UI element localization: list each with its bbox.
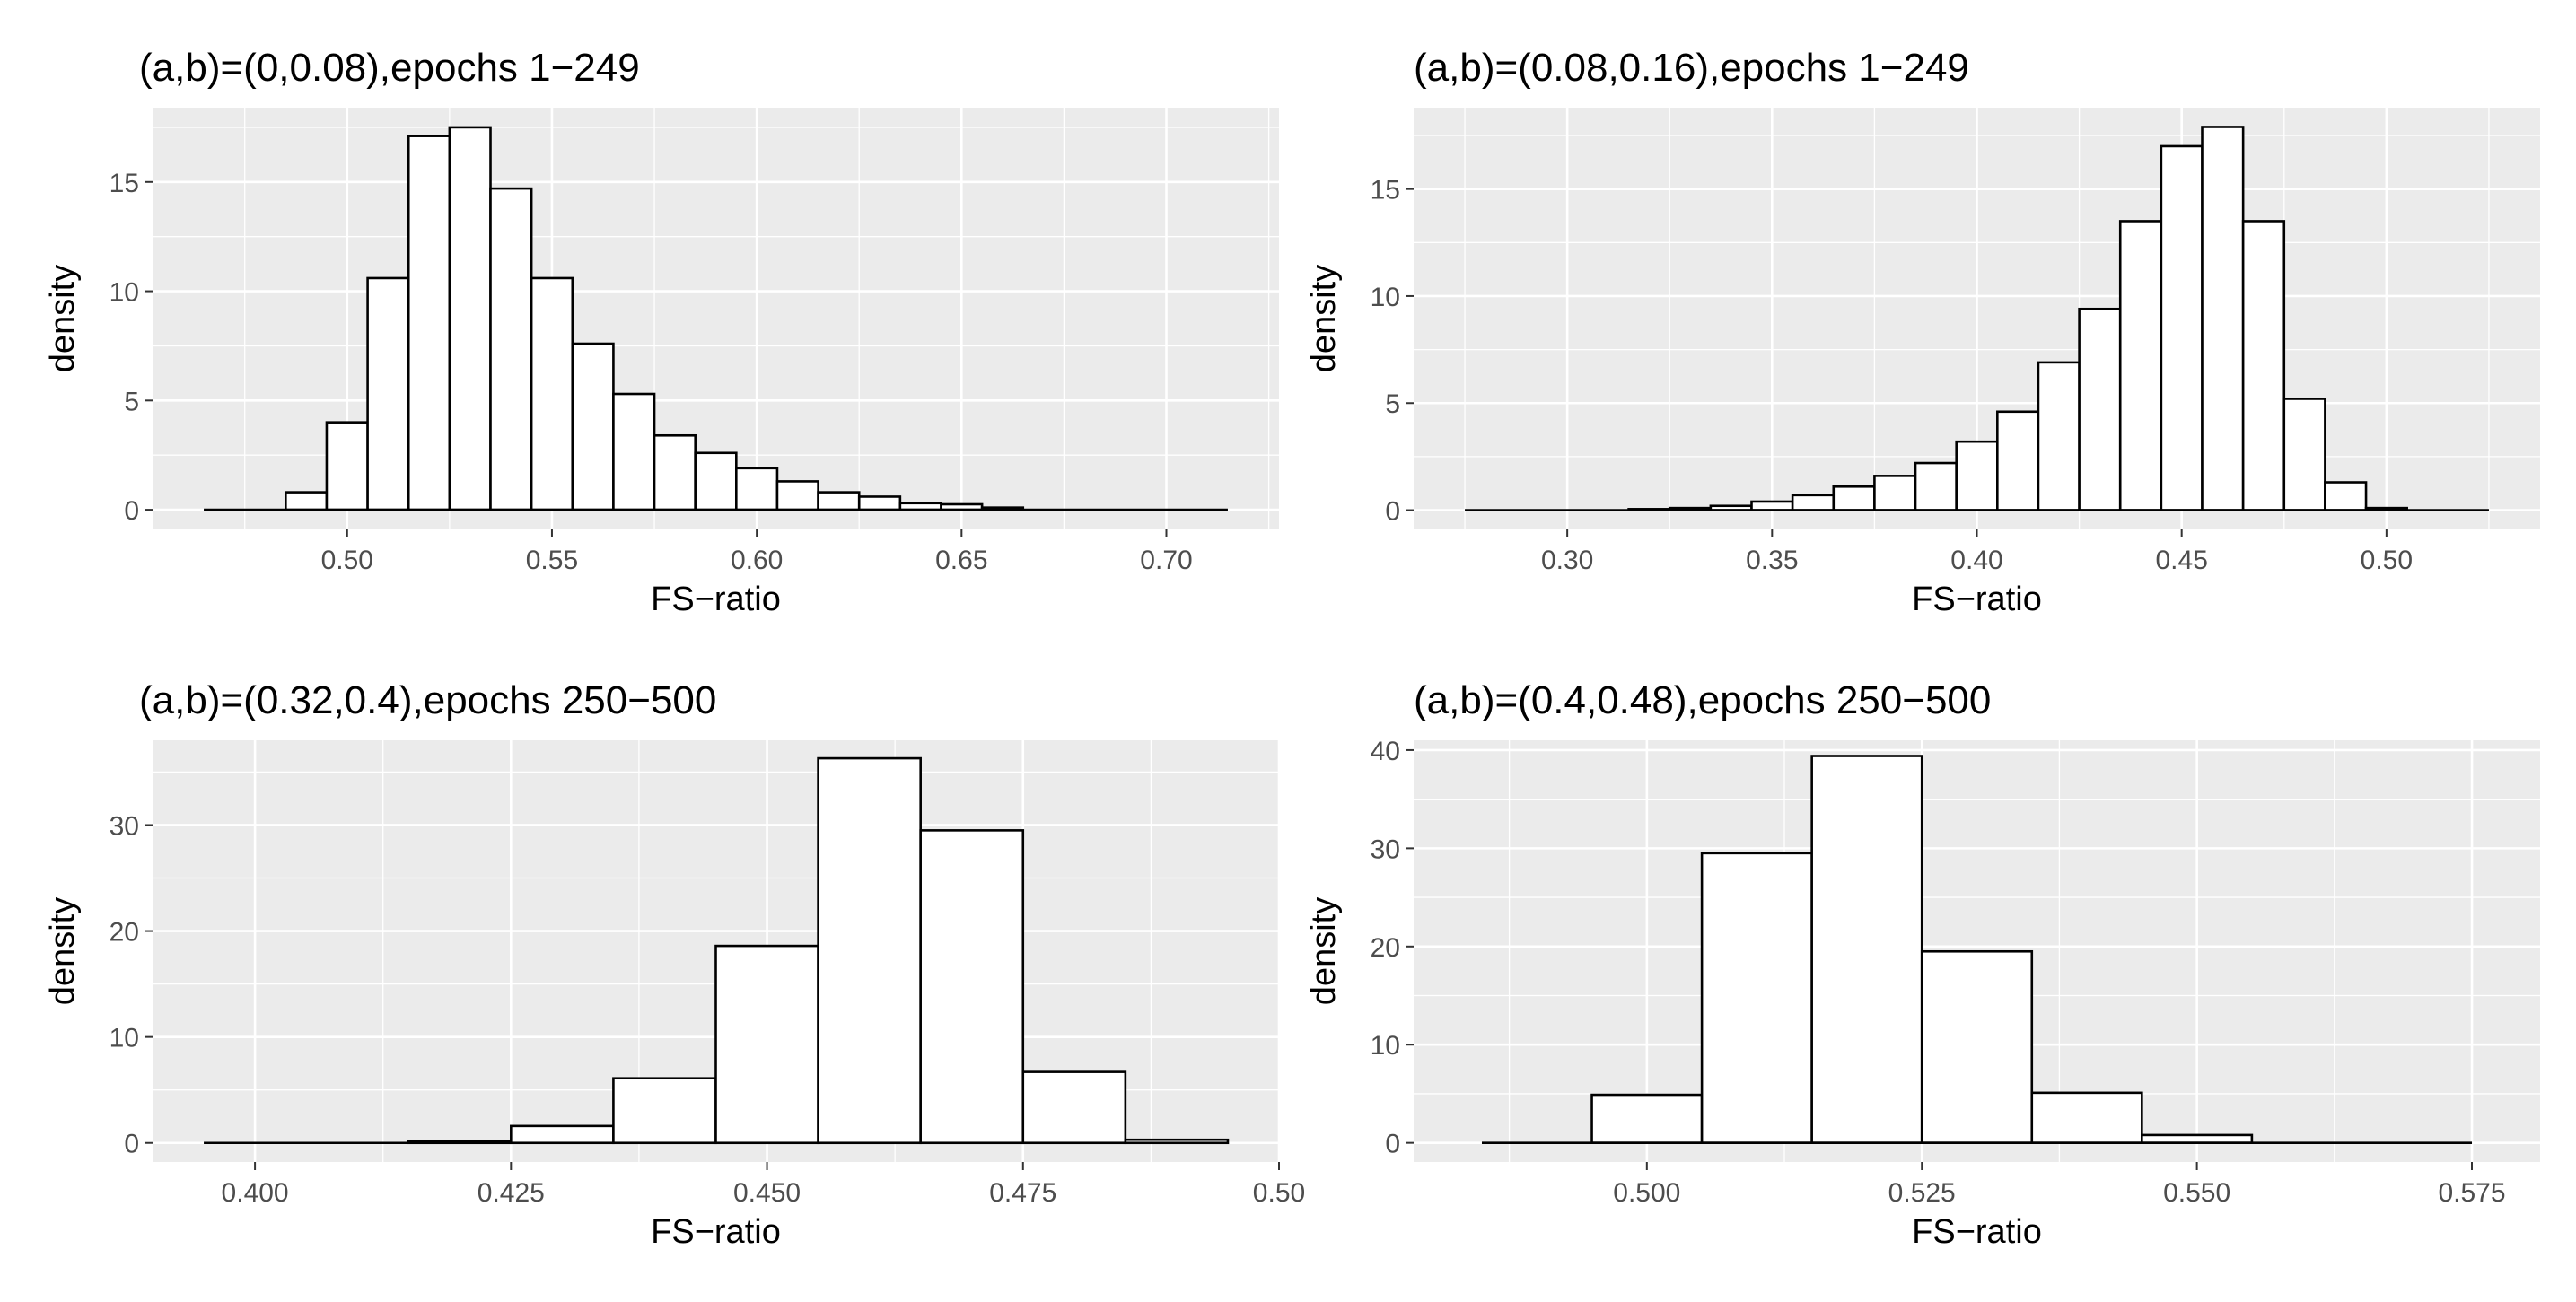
x-axis-label: FS−ratio	[1912, 1213, 2042, 1251]
x-tick-label: 0.550	[2163, 1178, 2230, 1208]
x-tick-label: 0.50	[321, 546, 373, 575]
histogram-bar	[571, 342, 615, 511]
y-tick-label: 0	[124, 496, 139, 526]
x-tick-label: 0.45	[2155, 546, 2207, 575]
y-tick-label: 30	[110, 811, 139, 841]
y-axis-label: density	[1305, 897, 1343, 1005]
histogram-bar	[1700, 852, 1813, 1144]
histogram-bar	[817, 756, 922, 1145]
y-tick-label: 15	[110, 169, 139, 198]
x-tick-label: 0.500	[1613, 1178, 1680, 1208]
panel-title: (a,b)=(0.32,0.4),epochs 250−500	[139, 678, 716, 722]
histogram-bar	[817, 491, 861, 511]
y-tick-label: 15	[1371, 176, 1400, 205]
histogram-bar	[653, 433, 697, 511]
y-tick-label: 0	[1385, 1130, 1400, 1159]
y-tick-label: 10	[110, 278, 139, 308]
histogram-bar	[2241, 220, 2286, 511]
x-tick-label: 0.575	[2438, 1178, 2505, 1208]
histogram-bar	[612, 392, 656, 511]
x-axis-label: FS−ratio	[651, 581, 781, 618]
y-axis-label: density	[1305, 265, 1343, 372]
histogram-bar	[2324, 481, 2368, 511]
histogram-bar	[366, 276, 410, 511]
histogram-bar	[2118, 220, 2163, 511]
histogram-bar	[1021, 1070, 1127, 1145]
x-tick-label: 0.425	[478, 1178, 545, 1208]
y-tick-label: 20	[1371, 933, 1400, 963]
histogram-bar	[1590, 1093, 1704, 1144]
histogram-bar	[325, 421, 369, 511]
y-tick-label: 5	[1385, 389, 1400, 419]
histogram-bar	[2141, 1133, 2254, 1144]
histogram-bar	[2160, 144, 2204, 511]
y-tick-label: 40	[1371, 737, 1400, 766]
histogram-bar	[735, 467, 779, 511]
histogram-bar	[714, 944, 819, 1145]
histogram-bar	[1914, 461, 1958, 511]
histogram-bar	[2201, 126, 2245, 511]
chart-panel-3: 0.400 0.425 0.450 0.475 0.50 0 10 20 30 (a,b)=(0.…	[44, 678, 1305, 1251]
histogram-bar	[448, 126, 492, 511]
histogram-bar	[1791, 494, 1836, 511]
x-tick-label: 0.525	[1888, 1178, 1956, 1208]
histogram-bar	[775, 480, 819, 511]
x-tick-label: 0.40	[1950, 546, 2002, 575]
panel-title: (a,b)=(0.08,0.16),epochs 1−249	[1414, 46, 1969, 90]
panel-title: (a,b)=(0,0.08),epochs 1−249	[139, 46, 640, 90]
x-tick-label: 0.450	[733, 1178, 801, 1208]
x-tick-label: 0.50	[2361, 546, 2413, 575]
histogram-bar	[919, 829, 1025, 1145]
x-tick-label: 0.70	[1140, 546, 1192, 575]
x-tick-label: 0.400	[222, 1178, 289, 1208]
chart-panel-4: 0.500 0.525 0.550 0.575 0 10 20 30 40 (a,b)=(0.4,…	[1305, 678, 2540, 1251]
x-tick-label: 0.60	[731, 546, 783, 575]
y-tick-label: 10	[1371, 283, 1400, 312]
y-tick-label: 5	[124, 387, 139, 416]
histogram-bar	[2030, 1091, 2143, 1144]
histogram-bar	[857, 495, 902, 511]
histogram-bar	[2078, 307, 2122, 511]
x-tick-label: 0.30	[1541, 546, 1593, 575]
y-axis-label: density	[44, 897, 82, 1005]
x-tick-label: 0.50	[1253, 1178, 1305, 1208]
y-tick-label: 10	[1371, 1031, 1400, 1061]
x-tick-label: 0.55	[526, 546, 578, 575]
y-tick-label: 0	[1385, 497, 1400, 527]
histogram-bar	[530, 276, 574, 511]
x-tick-label: 0.65	[935, 546, 987, 575]
histogram-bar	[1955, 440, 1999, 511]
histogram-bar	[612, 1077, 717, 1145]
histogram-bar	[1810, 755, 1923, 1144]
histogram-bar	[1920, 949, 2034, 1144]
y-axis-label: density	[44, 265, 82, 372]
chart-panel-2: 0.30 0.35 0.40 0.45 0.50 0 5 10 15 (a,b)=(0.08,0.…	[1305, 46, 2540, 618]
chart-panel-1: 0.50 0.55 0.60 0.65 0.70 0 5 10 15 (a,b)=(0,0.08)…	[44, 46, 1279, 618]
x-tick-label: 0.475	[989, 1178, 1056, 1208]
x-axis-label: FS−ratio	[651, 1213, 781, 1251]
histogram-bar	[510, 1124, 615, 1145]
histogram-bar	[1873, 475, 1917, 511]
y-tick-label: 0	[124, 1130, 139, 1159]
histogram-bar	[489, 187, 533, 511]
y-tick-label: 30	[1371, 835, 1400, 864]
y-tick-label: 10	[110, 1024, 139, 1053]
histogram-bar	[694, 451, 738, 511]
x-axis-label: FS−ratio	[1912, 581, 2042, 618]
histogram-bar	[1750, 500, 1794, 511]
panel-title: (a,b)=(0.4,0.48),epochs 250−500	[1414, 678, 1991, 722]
histogram-bar	[407, 135, 451, 511]
histogram-bar	[2037, 361, 2081, 511]
histogram-bar	[1832, 485, 1876, 511]
histogram-bar	[285, 491, 329, 511]
y-tick-label: 20	[110, 918, 139, 948]
histogram-bar	[2282, 398, 2326, 511]
x-tick-label: 0.35	[1746, 546, 1798, 575]
histogram-bar	[1996, 410, 2040, 511]
